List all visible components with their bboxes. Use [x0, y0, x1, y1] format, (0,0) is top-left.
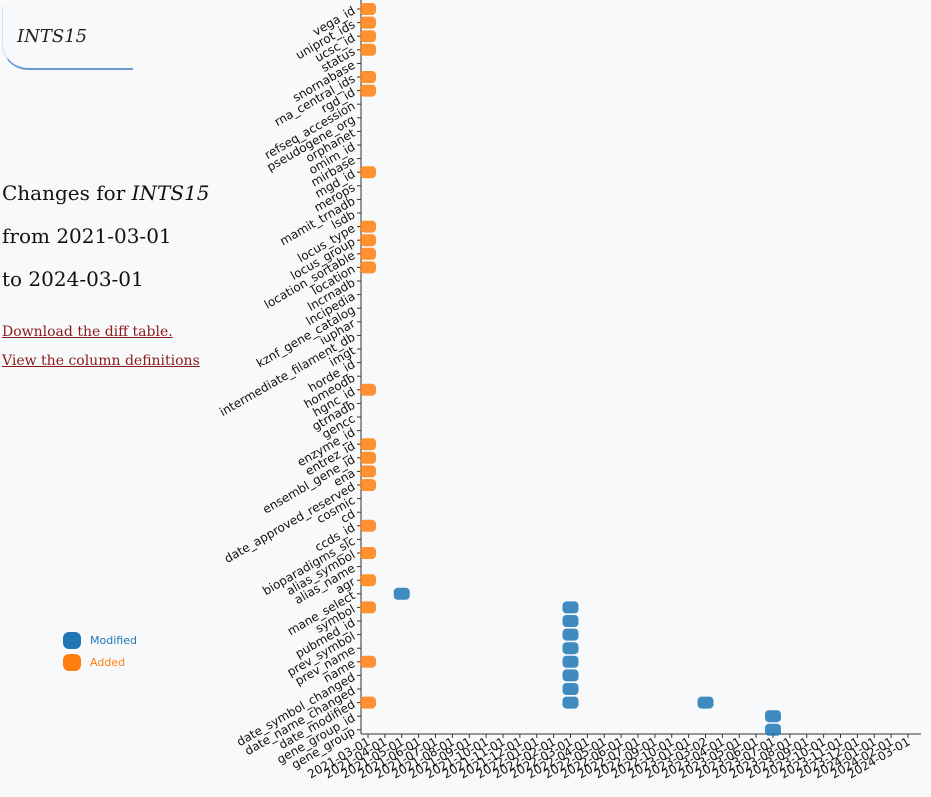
data-point-added[interactable] — [360, 84, 376, 97]
legend-swatch-modified — [63, 631, 81, 649]
title-card — [2, 6, 133, 70]
data-point-modified[interactable] — [562, 601, 579, 614]
data-point-added[interactable] — [360, 234, 376, 247]
y-tick-label: cd — [338, 507, 357, 526]
legend-item-added: Added — [63, 651, 137, 673]
data-point-added[interactable] — [360, 30, 376, 43]
data-point-added[interactable] — [360, 451, 376, 464]
from-date: from 2021-03-01 — [2, 224, 172, 248]
changes-for-label: Changes for — [2, 181, 126, 205]
data-point-added[interactable] — [360, 479, 376, 491]
data-point-added[interactable] — [360, 601, 376, 614]
data-point-added[interactable] — [360, 519, 376, 532]
changes-heading: Changes for INTS15 — [2, 172, 210, 215]
data-point-modified[interactable] — [562, 696, 579, 709]
changes-summary: Changes for INTS15 from 2021-03-01 to 20… — [2, 172, 210, 301]
legend-swatch-added — [63, 653, 81, 671]
data-point-added[interactable] — [360, 465, 376, 478]
data-point-modified[interactable] — [765, 710, 781, 723]
download-diff-link[interactable]: Download the diff table. — [2, 324, 173, 340]
data-point-added[interactable] — [360, 16, 376, 29]
data-point-modified[interactable] — [562, 642, 579, 655]
data-point-added[interactable] — [360, 383, 376, 396]
data-point-modified[interactable] — [562, 628, 579, 641]
legend-label-modified: Modified — [90, 633, 137, 647]
data-point-added[interactable] — [360, 655, 376, 668]
data-point-added[interactable] — [360, 261, 376, 274]
data-point-added[interactable] — [360, 71, 376, 83]
changes-gene: INTS15 — [131, 181, 210, 205]
data-point-added[interactable] — [360, 43, 376, 56]
gene-title: INTS15 — [17, 26, 88, 47]
data-point-modified[interactable] — [393, 587, 410, 600]
data-point-added[interactable] — [360, 166, 376, 179]
links: Download the diff table. View the column… — [2, 318, 200, 376]
legend-label-added: Added — [90, 655, 126, 669]
data-point-added[interactable] — [360, 547, 376, 559]
data-point-modified[interactable] — [562, 669, 579, 682]
data-point-modified[interactable] — [562, 655, 579, 668]
data-point-added[interactable] — [360, 247, 376, 260]
column-definitions-link[interactable]: View the column definitions — [2, 353, 200, 369]
data-point-added[interactable] — [360, 696, 376, 709]
data-point-modified[interactable] — [765, 723, 781, 736]
data-point-modified[interactable] — [562, 683, 579, 695]
data-point-modified[interactable] — [697, 696, 714, 709]
to-date: to 2024-03-01 — [2, 267, 144, 291]
chart-legend: Modified Added — [63, 629, 137, 673]
data-point-added[interactable] — [360, 574, 376, 587]
data-point-modified[interactable] — [562, 615, 579, 627]
data-point-added[interactable] — [360, 220, 376, 233]
data-point-added[interactable] — [360, 438, 376, 451]
data-point-added[interactable] — [360, 3, 376, 15]
legend-item-modified: Modified — [63, 629, 137, 651]
